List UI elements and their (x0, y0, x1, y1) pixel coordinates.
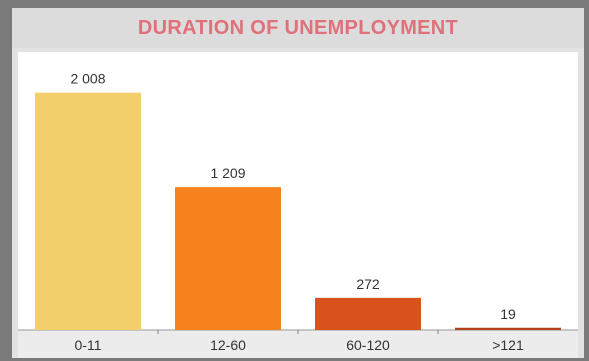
value-label: 272 (356, 276, 380, 292)
bar-3 (315, 297, 421, 330)
value-label: 19 (500, 306, 516, 322)
chart-title: DURATION OF UNEMPLOYMENT (137, 16, 459, 39)
x-axis-band (18, 330, 578, 358)
category-label: 0-11 (75, 337, 102, 353)
bar-2 (175, 187, 281, 330)
value-label: 2 008 (70, 71, 105, 87)
bar-4 (455, 327, 561, 330)
value-label: 1 209 (210, 165, 245, 181)
category-label: 12-60 (210, 337, 246, 353)
category-label: >121 (492, 337, 524, 353)
title-bar: DURATION OF UNEMPLOYMENT (12, 8, 584, 48)
bar-1 (35, 92, 141, 330)
category-label: 60-120 (346, 337, 390, 353)
